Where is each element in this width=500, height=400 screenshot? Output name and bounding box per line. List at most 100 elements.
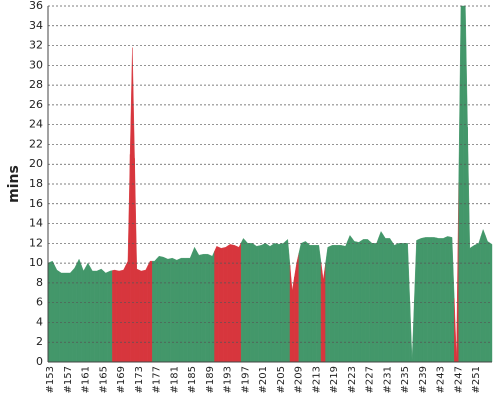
area-segment: [85, 262, 91, 363]
x-tick-label: #235: [400, 366, 411, 393]
area-segment: [289, 265, 295, 363]
area-segment: [454, 182, 459, 363]
x-tick-label: #185: [187, 366, 198, 393]
y-tick-label: 36: [29, 0, 43, 12]
x-tick-label: #201: [258, 366, 269, 393]
area-segment: [489, 242, 493, 363]
area-segment: [240, 238, 246, 363]
x-tick-label: #169: [116, 366, 127, 393]
area-segment: [320, 262, 326, 363]
x-tick-label: #209: [294, 366, 305, 393]
area-segment: [298, 242, 304, 363]
x-tick-label: #219: [329, 366, 340, 393]
area-segment: [178, 257, 184, 363]
area-segment: [218, 246, 224, 363]
x-tick-label: #177: [152, 366, 163, 393]
area-segment: [356, 240, 362, 363]
area-segment: [431, 237, 437, 363]
area-segment: [374, 237, 379, 363]
area-segment: [227, 244, 233, 363]
area-segment: [418, 237, 424, 363]
area-segment: [187, 252, 193, 363]
area-segment: [391, 241, 397, 363]
area-segment: [245, 240, 251, 363]
x-tick-label: #189: [205, 366, 216, 393]
x-tick-label: #231: [382, 366, 393, 393]
area-segment: [103, 270, 109, 363]
area-segment: [121, 265, 126, 363]
area-segment: [232, 244, 237, 363]
y-tick-label: 24: [29, 118, 43, 131]
x-tick-label: #213: [311, 366, 322, 393]
area-segment: [351, 237, 357, 363]
area-segment: [369, 240, 375, 363]
y-tick-label: 34: [29, 19, 43, 32]
x-tick-label: #243: [436, 366, 447, 393]
y-tick-label: 14: [29, 217, 43, 230]
area-segment: [81, 265, 86, 363]
area-segment: [267, 244, 273, 363]
area-segment: [285, 238, 291, 363]
x-tick-label: #251: [471, 366, 482, 393]
y-tick-label: 8: [36, 276, 43, 289]
x-tick-label: #193: [223, 366, 234, 393]
area-segment: [303, 241, 308, 363]
area-segment: [427, 237, 433, 363]
area-segment: [254, 244, 260, 363]
area-segment: [107, 270, 113, 363]
y-tick-label: 32: [29, 39, 43, 52]
y-tick-label: 28: [29, 78, 43, 91]
area-segment: [183, 257, 189, 363]
area-segment: [129, 47, 135, 363]
area-segment: [445, 236, 451, 363]
area-segment: [387, 238, 393, 363]
x-tick-label: #247: [453, 366, 464, 393]
area-segment: [147, 260, 153, 363]
area-segment: [152, 258, 157, 363]
area-segment: [383, 234, 388, 363]
x-tick-label: #197: [240, 366, 251, 393]
area-segment: [174, 258, 180, 363]
area-segment: [134, 158, 140, 363]
area-segment: [192, 246, 197, 363]
area-segment: [209, 251, 215, 363]
area-segment: [325, 245, 331, 363]
x-tick-label: #165: [98, 366, 109, 393]
area-segment: [440, 237, 446, 363]
area-segment: [365, 239, 371, 363]
area-segment: [89, 266, 95, 363]
area-segment: [116, 270, 122, 363]
y-tick-label: 16: [29, 197, 43, 210]
area-segment: [347, 235, 353, 363]
y-tick-label: 0: [36, 355, 43, 368]
x-tick-label: #157: [63, 366, 74, 393]
x-tick-label: #181: [169, 366, 180, 393]
area-segment: [156, 255, 162, 363]
area-segment: [67, 270, 73, 363]
area-segment: [161, 256, 166, 363]
y-tick-label: 4: [36, 315, 43, 328]
area-segment: [205, 254, 211, 363]
y-tick-label: 10: [29, 256, 43, 269]
x-tick-label: #205: [276, 366, 287, 393]
area-segment: [436, 237, 442, 363]
area-segment: [422, 237, 428, 363]
x-tick-label: #227: [365, 366, 376, 393]
area-segment: [63, 272, 69, 363]
y-tick-label: 6: [36, 296, 43, 309]
area-segment: [485, 235, 490, 363]
area-segment: [72, 263, 78, 363]
area-segment: [214, 246, 220, 363]
area-segment: [476, 236, 482, 363]
area-segment: [449, 236, 455, 363]
area-segment: [360, 239, 366, 363]
area-segment: [294, 253, 300, 363]
area-segment: [409, 300, 415, 363]
y-tick-label: 12: [29, 236, 43, 249]
y-tick-label: 26: [29, 98, 43, 111]
x-tick-label: #161: [81, 366, 92, 393]
area-segment: [280, 240, 286, 363]
area-segment: [343, 240, 348, 363]
area-segment: [165, 257, 171, 363]
